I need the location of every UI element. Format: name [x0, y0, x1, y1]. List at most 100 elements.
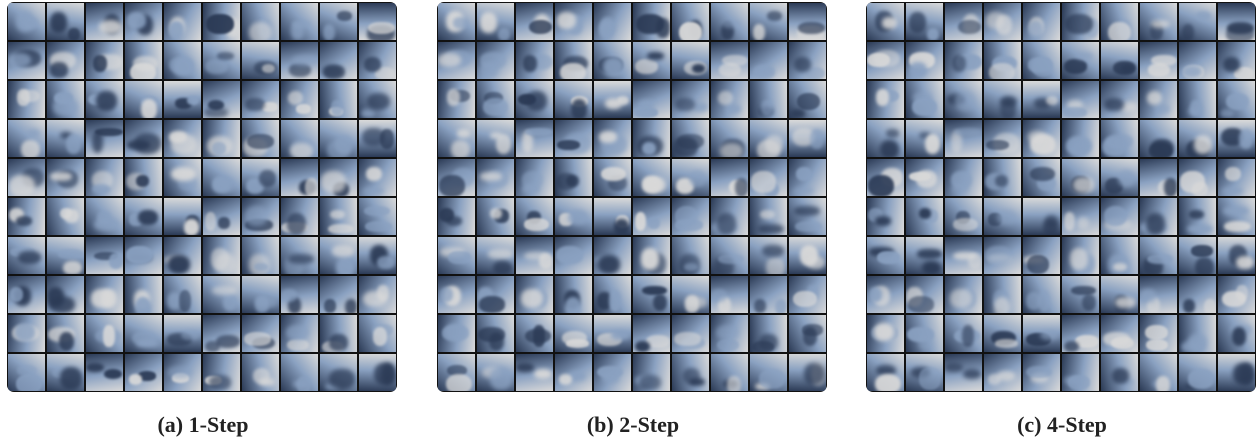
sample-thumbnail	[242, 81, 279, 118]
image-shape	[682, 367, 701, 384]
sample-thumbnail	[281, 198, 318, 235]
sample-thumbnail	[1140, 315, 1177, 352]
image-shape	[600, 167, 627, 182]
sample-thumbnail	[1023, 237, 1060, 274]
image-shape	[762, 245, 784, 257]
sample-thumbnail	[164, 354, 201, 391]
image-shape	[374, 363, 396, 385]
image-shape	[222, 293, 237, 312]
image-shape	[368, 21, 395, 35]
image-shape	[719, 63, 742, 77]
sample-thumbnail	[750, 198, 787, 235]
sample-thumbnail	[125, 237, 162, 274]
image-shape	[1121, 102, 1137, 113]
sample-thumbnail	[281, 354, 318, 391]
sample-thumbnail	[672, 315, 709, 352]
sample-thumbnail	[1179, 42, 1216, 79]
sample-thumbnail	[86, 3, 123, 40]
image-shape	[919, 207, 932, 220]
image-shape	[207, 100, 225, 111]
image-shape	[526, 91, 548, 112]
sample-thumbnail	[594, 120, 631, 157]
sample-thumbnail	[711, 315, 748, 352]
sample-thumbnail	[125, 81, 162, 118]
image-shape	[49, 296, 75, 313]
image-shape	[1148, 63, 1171, 77]
sample-thumbnail	[750, 276, 787, 313]
sample-thumbnail	[945, 120, 982, 157]
sample-thumbnail	[203, 276, 240, 313]
sample-thumbnail	[86, 276, 123, 313]
sample-thumbnail	[8, 198, 45, 235]
sample-grid-c	[866, 2, 1256, 392]
image-shape	[798, 21, 825, 35]
image-shape	[447, 89, 460, 106]
image-shape	[363, 57, 381, 72]
image-shape	[103, 369, 123, 380]
sample-thumbnail	[594, 81, 631, 118]
image-shape	[874, 373, 902, 391]
sample-thumbnail	[516, 42, 553, 79]
sample-thumbnail	[1101, 354, 1138, 391]
image-shape	[216, 51, 235, 60]
image-shape	[1231, 326, 1247, 346]
sample-thumbnail	[672, 237, 709, 274]
image-shape	[14, 323, 35, 341]
sample-thumbnail	[477, 120, 514, 157]
sample-thumbnail	[1140, 198, 1177, 235]
image-shape	[802, 326, 818, 346]
image-shape	[332, 245, 354, 257]
sample-thumbnail	[359, 276, 396, 313]
sample-thumbnail	[1023, 159, 1060, 196]
image-shape	[380, 129, 395, 150]
sample-thumbnail	[789, 198, 826, 235]
image-shape	[727, 376, 741, 391]
image-shape	[126, 12, 147, 29]
image-shape	[305, 177, 318, 196]
sample-thumbnail	[516, 3, 553, 40]
sample-thumbnail	[8, 81, 45, 118]
image-shape	[524, 218, 549, 232]
image-shape	[492, 261, 512, 274]
sample-thumbnail	[594, 198, 631, 235]
sample-thumbnail	[1062, 42, 1099, 79]
sample-thumbnail	[672, 3, 709, 40]
sample-thumbnail	[945, 159, 982, 196]
image-shape	[103, 325, 115, 347]
image-shape	[361, 109, 375, 118]
sample-thumbnail	[1023, 354, 1060, 391]
image-shape	[247, 133, 275, 149]
sample-thumbnail	[555, 81, 592, 118]
image-shape	[289, 63, 312, 77]
sample-thumbnail	[359, 159, 396, 196]
image-shape	[68, 27, 80, 40]
image-shape	[479, 296, 505, 313]
image-shape	[1075, 334, 1099, 348]
image-shape	[957, 19, 982, 35]
sample-thumbnail	[711, 3, 748, 40]
sample-thumbnail	[594, 315, 631, 352]
image-shape	[912, 97, 938, 116]
image-shape	[994, 339, 1019, 348]
image-shape	[167, 365, 194, 379]
image-shape	[711, 289, 728, 302]
sample-thumbnail	[1179, 120, 1216, 157]
sample-thumbnail	[672, 354, 709, 391]
sample-thumbnail	[1140, 120, 1177, 157]
sample-thumbnail	[984, 198, 1021, 235]
image-shape	[364, 221, 393, 232]
image-shape	[616, 96, 629, 105]
sample-thumbnail	[945, 237, 982, 274]
image-shape	[522, 55, 537, 73]
image-shape	[715, 324, 739, 340]
sample-thumbnail	[125, 198, 162, 235]
image-shape	[1065, 14, 1093, 35]
sample-thumbnail	[633, 315, 670, 352]
image-shape	[170, 167, 197, 182]
image-shape	[446, 216, 463, 227]
sample-thumbnail	[203, 3, 240, 40]
sample-grid-a	[7, 2, 397, 392]
sample-thumbnail	[711, 120, 748, 157]
sample-thumbnail	[438, 42, 475, 79]
image-shape	[1196, 11, 1211, 22]
